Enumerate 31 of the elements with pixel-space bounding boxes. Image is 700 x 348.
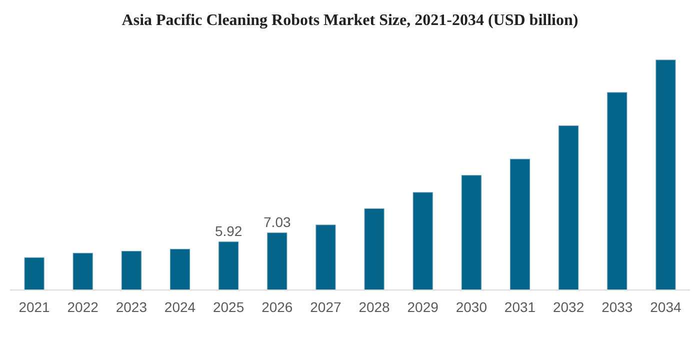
- bar: [607, 92, 628, 290]
- x-tick-label: 2023: [116, 299, 148, 315]
- bar: [461, 175, 482, 290]
- chart-title: Asia Pacific Cleaning Robots Market Size, 2021-2034 (USD billion): [122, 12, 578, 29]
- bar: [218, 242, 239, 290]
- bar: [364, 208, 384, 290]
- x-tick-label: 2032: [552, 299, 584, 315]
- data-label: 5.92: [214, 222, 242, 239]
- x-tick-label: 2033: [602, 299, 633, 315]
- x-tick-label: 2022: [67, 299, 99, 315]
- bar: [412, 192, 433, 290]
- bar: [72, 252, 93, 290]
- bar: [316, 224, 336, 290]
- bar: [170, 248, 190, 290]
- x-tick-label: 2029: [407, 299, 439, 315]
- bar: [121, 250, 142, 290]
- bar: [558, 126, 579, 290]
- x-tick-label: 2030: [456, 299, 488, 315]
- x-tick-label: 2024: [164, 299, 196, 315]
- data-label: 7.03: [264, 214, 291, 230]
- x-tick-label: 2027: [310, 299, 342, 315]
- bar: [510, 158, 530, 290]
- x-tick-label: 2021: [18, 299, 50, 315]
- x-tick-label: 2031: [504, 299, 536, 315]
- x-tick-label: 2028: [358, 299, 390, 315]
- bar: [267, 232, 288, 290]
- x-tick-label: 2025: [212, 299, 244, 315]
- x-tick-label: 2026: [262, 299, 293, 315]
- x-tick-label: 2034: [650, 299, 682, 315]
- bar: [24, 257, 44, 290]
- bar: [656, 60, 676, 290]
